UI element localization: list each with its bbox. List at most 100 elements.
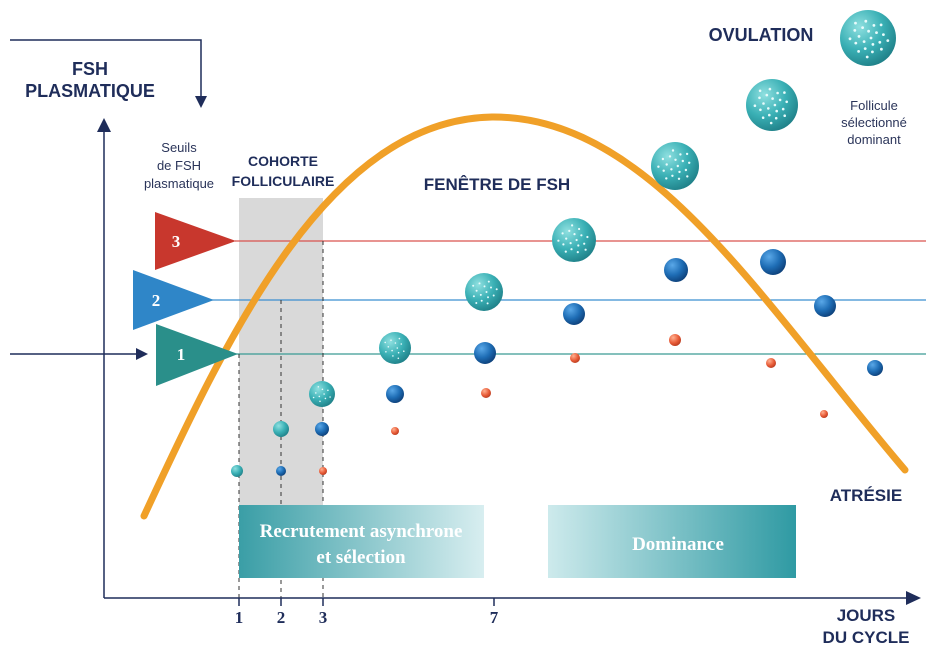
y-axis-arrowhead [97, 118, 111, 132]
y-title-bracket [10, 39, 202, 100]
follicle-speckle [324, 397, 327, 400]
follicle-speckle [775, 109, 778, 113]
follicle-speckle [329, 396, 331, 398]
blue-follicle [386, 385, 404, 403]
teal-follicle [552, 218, 596, 262]
follicle-speckle [684, 168, 688, 172]
blue-follicle [276, 466, 286, 476]
follicle-speckle [776, 91, 779, 95]
follicle-speckle [668, 155, 672, 158]
svg-text:2: 2 [152, 291, 161, 310]
x-tick-marks [238, 598, 495, 606]
follicle-speckle [317, 386, 320, 388]
follicle-speckle [862, 40, 866, 43]
follicle-speckle [396, 347, 399, 349]
follicle-speckle [872, 24, 876, 27]
follicle-speckle [391, 349, 393, 352]
follicle-speckle [878, 40, 882, 44]
follicle-speckle [397, 357, 400, 360]
follicle-speckle [783, 114, 786, 117]
follicle-speckle [495, 288, 498, 291]
threshold-marker-1: 1 [156, 324, 238, 386]
follicle-speckle [321, 388, 324, 391]
follicle-speckle [758, 89, 762, 93]
follicle-speckle [390, 339, 392, 342]
phase-band-recrutement [239, 505, 484, 578]
threshold-marker-3: 3 [155, 212, 236, 270]
follicle-speckle [863, 47, 867, 50]
follicle-speckle [778, 98, 782, 102]
follicle-speckle [475, 289, 478, 292]
svg-text:3: 3 [172, 232, 181, 251]
blue-follicle [664, 258, 688, 282]
follicle-speckle [478, 282, 481, 285]
follicle-speckle [323, 393, 325, 395]
follicle-speckle [854, 41, 858, 45]
svg-text:1: 1 [177, 345, 186, 364]
follicle-speckle [584, 248, 587, 251]
follicle-speckle [387, 346, 390, 348]
ovulation-label: OVULATION [709, 25, 814, 45]
fsh-curve [140, 113, 909, 520]
blue-follicle [760, 249, 786, 275]
teal-follicle [465, 273, 503, 311]
follicle-speckle [875, 31, 878, 34]
follicle-speckle [394, 342, 397, 344]
follicle-speckle [472, 284, 475, 287]
x-axis-title-1: JOURS [837, 606, 896, 625]
follicle-speckle [670, 168, 673, 171]
follicle-speckle [657, 165, 660, 168]
cohorte-label-1: COHORTE [248, 153, 318, 169]
teal-follicle [379, 332, 411, 364]
follicle-speckle [685, 152, 689, 156]
blue-follicle [474, 342, 496, 364]
cohorte-label-2: FOLLICULAIRE [232, 173, 335, 189]
fenetre-label: FENÊTRE DE FSH [424, 175, 570, 194]
y-axis-title-2: PLASMATIQUE [25, 81, 155, 101]
follicle-speckle [879, 23, 883, 27]
follicle-speckle [681, 159, 684, 163]
follicle-speckle [661, 157, 665, 161]
follicle-speckle [867, 29, 870, 33]
follicle-speckle [487, 296, 489, 299]
threshold-marker-2: 2 [133, 270, 214, 330]
follicle-speckle [848, 37, 852, 41]
x-axis-title-2: DU CYCLE [823, 628, 910, 647]
follicle-speckle [676, 164, 679, 168]
follicle-speckle [761, 116, 765, 119]
follicle-speckle [677, 177, 681, 180]
blue-follicle [867, 360, 883, 376]
follicle-speckle [492, 294, 495, 297]
follicle-speckle [781, 107, 785, 111]
follicle-speckle [573, 233, 576, 236]
follicle-speckle [487, 280, 490, 283]
x-tick-7: 7 [490, 608, 499, 627]
x-axis-arrowhead [906, 591, 921, 605]
follicle-speckle [562, 243, 565, 246]
x-tick-1: 1 [235, 608, 244, 627]
teal-follicle [273, 421, 289, 437]
seuils-label-1: Seuils [161, 140, 197, 155]
red-follicle [766, 358, 776, 368]
phase-label-recrutement-2: et sélection [316, 547, 406, 568]
follicle-speckle [768, 87, 772, 91]
follicle-speckle [771, 97, 774, 100]
follicule-label-2: sélectionné [841, 115, 907, 130]
follicle-speckle [400, 343, 403, 345]
red-follicle [391, 427, 399, 435]
follicle-speckle [759, 108, 762, 112]
red-follicle [570, 353, 580, 363]
teal-follicle [231, 465, 243, 477]
follicle-speckle [871, 50, 874, 54]
follicle-speckle [312, 396, 315, 399]
follicle-speckle [557, 239, 560, 242]
follicle-speckle [398, 337, 401, 340]
follicle-speckle [871, 43, 875, 46]
arrow-down-icon [195, 96, 207, 108]
follicle-speckle [758, 96, 761, 100]
follicle-speckle [765, 93, 769, 97]
follicle-speckle [403, 350, 405, 353]
follicule-label-3: dominant [847, 132, 901, 147]
follicle-speckle [853, 29, 857, 32]
follicle-speckle [583, 242, 586, 245]
